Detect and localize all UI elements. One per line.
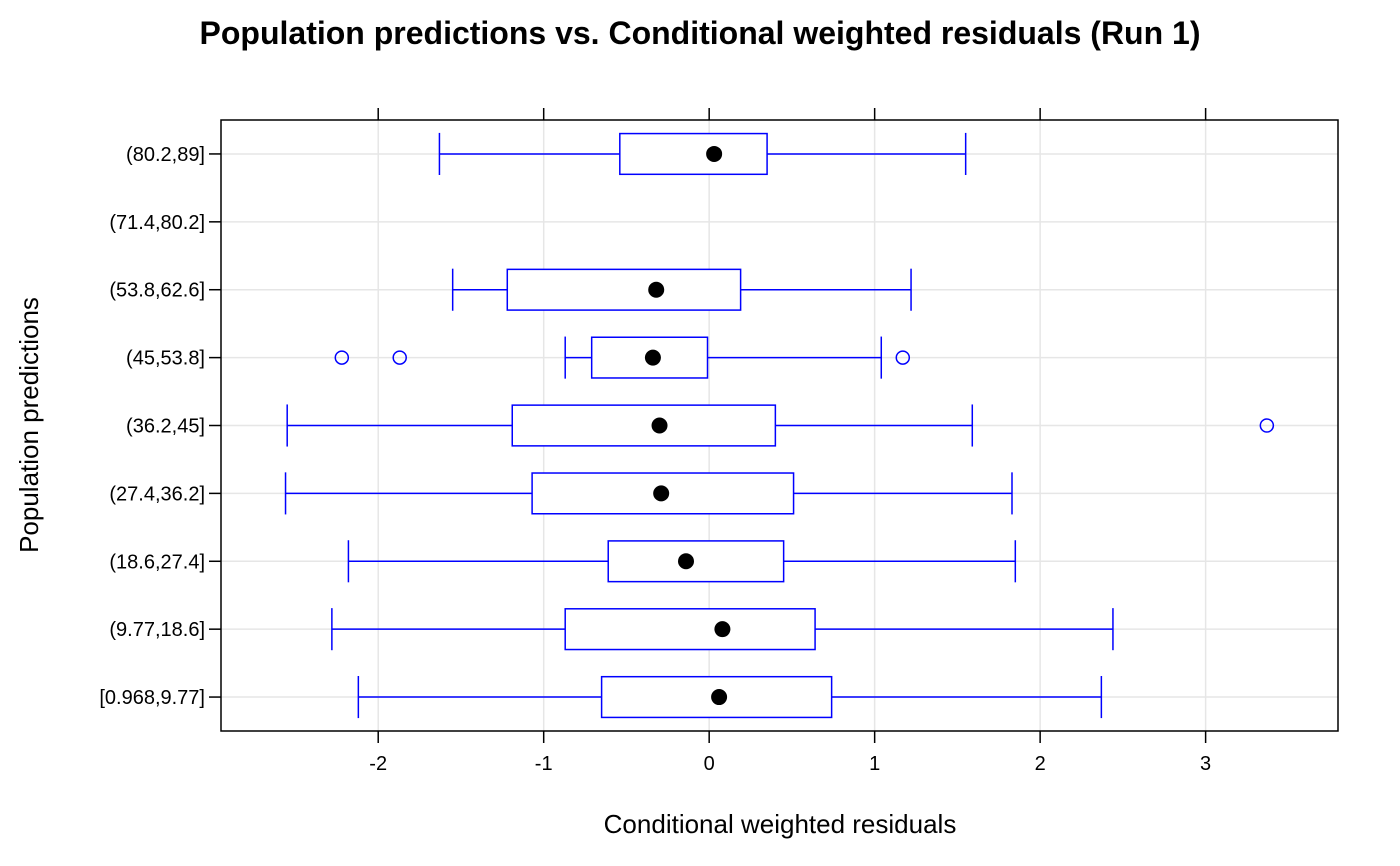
median-dot <box>711 689 728 706</box>
y-tick-label: (27.4,36.2] <box>109 483 205 505</box>
plot-series <box>284 132 1275 719</box>
box <box>607 540 785 583</box>
x-tick-label: -2 <box>369 753 387 775</box>
y-tick-labels: [0.968,9.77] (9.77,18.6] (18.6,27.4] (27.4,… <box>99 144 205 709</box>
chart-title: Population predictions vs. Conditional w… <box>200 15 1201 51</box>
y-tick-label: (53.8,62.6] <box>109 280 205 302</box>
box-group <box>286 404 1275 447</box>
x-tick-label: -1 <box>535 753 553 775</box>
y-tick-label: (45,53.8] <box>126 348 205 370</box>
box-group <box>438 132 967 176</box>
box <box>564 608 816 651</box>
box-group <box>347 540 1017 583</box>
x-tick-label: 2 <box>1035 753 1046 775</box>
y-tick-label: (9.77,18.6] <box>109 619 205 641</box>
outlier-point <box>1259 418 1275 433</box>
median-dot <box>648 281 665 298</box>
box-group <box>451 268 912 311</box>
y-tick-label: (80.2,89] <box>126 144 205 166</box>
x-axis-label: Conditional weighted residuals <box>604 809 957 839</box>
box-group <box>357 675 1103 719</box>
x-tick-label: 0 <box>704 753 715 775</box>
box <box>619 132 768 176</box>
median-dot <box>678 553 695 570</box>
box-group <box>284 472 1013 515</box>
outlier-point <box>895 350 911 365</box>
y-tick-label: (71.4,80.2] <box>109 212 205 234</box>
median-dot <box>651 417 668 434</box>
box <box>511 404 777 447</box>
median-dot <box>714 621 731 638</box>
box-group <box>331 608 1114 651</box>
y-tick-label: (18.6,27.4] <box>109 551 205 573</box>
plot-frame <box>220 119 1339 732</box>
median-dot <box>653 485 670 502</box>
box-group <box>334 336 911 379</box>
y-tick-label: [0.968,9.77] <box>99 687 205 709</box>
box <box>506 268 742 311</box>
median-dot <box>644 349 661 366</box>
x-tick-label: 3 <box>1200 753 1211 775</box>
x-tick-label: 1 <box>869 753 880 775</box>
outlier-point <box>392 350 407 365</box>
median-dot <box>706 145 723 162</box>
outlier-point <box>334 350 350 365</box>
y-axis-label: Population predictions <box>14 297 44 553</box>
y-tick-label: (36.2,45] <box>126 416 205 438</box>
axis-ticks: -2 -1 0 1 2 3 <box>209 108 1211 775</box>
